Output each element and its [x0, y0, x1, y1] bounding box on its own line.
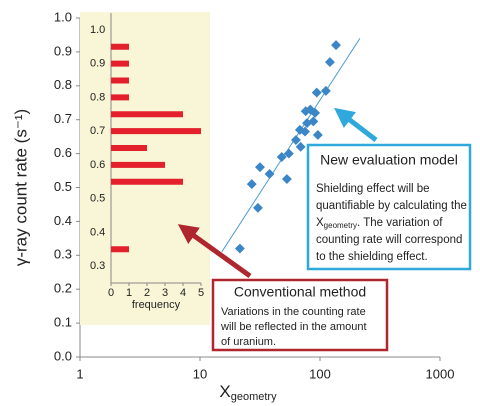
arrow: [334, 107, 378, 142]
inset-x-tick-label: 3: [162, 287, 168, 299]
inset-x-tick-label: 2: [144, 287, 150, 299]
point: [234, 243, 245, 254]
annotation-text: . The variation of: [357, 217, 443, 229]
bar: [111, 94, 129, 101]
inset-background: [80, 12, 210, 325]
y-tick-label: 0.1: [54, 315, 72, 330]
annotation-line: Variations in the counting rate: [221, 306, 366, 318]
inset-x-tick-label: 1: [126, 287, 132, 299]
annotation-line: will be reflected in the amount: [220, 321, 367, 333]
point: [300, 126, 310, 137]
point: [264, 168, 275, 179]
x-tick-label: 1: [76, 366, 83, 381]
bar: [111, 246, 129, 253]
inset-y-tick-label: 0.9: [90, 58, 105, 70]
annotation-box: [306, 143, 472, 271]
y-axis-label: γ-ray count rate (s⁻¹): [11, 109, 30, 266]
point: [320, 85, 331, 96]
point: [276, 152, 287, 162]
y-tick-label: 1.0: [54, 9, 72, 24]
inset-y-tick-label: 0.6: [90, 159, 105, 171]
bar: [111, 128, 201, 135]
annotation-title: Conventional method: [234, 284, 366, 300]
inset-y-tick-label: 0.7: [90, 125, 105, 137]
bar: [111, 145, 147, 151]
y-tick-label: 0.9: [54, 43, 72, 58]
annotation-text: X: [316, 217, 324, 229]
inset-y-tick-label: 1.0: [90, 24, 105, 36]
point: [255, 162, 265, 173]
point: [311, 87, 322, 98]
x-axis-label: Xgeometry: [219, 382, 277, 402]
y-tick-label: 0.5: [54, 179, 72, 194]
y-tick-label: 0.8: [54, 77, 72, 92]
annotation-line: counting rate will correspond: [316, 234, 462, 246]
x-tick-label: 100: [309, 366, 331, 381]
annotation-line: of uranium.: [221, 336, 276, 348]
annotation-title: New evaluation model: [320, 152, 458, 168]
inset-x-tick-label: 5: [198, 287, 204, 299]
inset-y-tick-label: 0.4: [90, 226, 105, 238]
annotation-line: to the shielding effect.: [316, 251, 428, 263]
inset-y-tick-label: 0.3: [90, 260, 105, 272]
y-tick-label: 0.0: [54, 348, 72, 363]
point: [290, 135, 301, 145]
y-tick-label: 0.4: [54, 213, 72, 228]
annotation-line: Shielding effect will be: [316, 183, 430, 195]
bar: [111, 43, 129, 50]
bar: [111, 60, 129, 67]
inset-x-tick-label: 4: [180, 287, 186, 299]
bar: [111, 77, 129, 84]
x-axis-label-sub: geometry: [231, 391, 277, 403]
point: [281, 174, 292, 184]
bar: [111, 178, 183, 185]
inset-x-axis-label: frequency: [132, 299, 181, 311]
inset-x-tick-label: 0: [108, 287, 114, 299]
point: [246, 179, 257, 190]
annotation-line: quantifiable by calculating the: [316, 200, 467, 212]
point: [331, 40, 341, 51]
y-tick-label: 0.6: [54, 145, 72, 160]
inset-histogram: 0.3 0.4 0.5 0.6 0.7 0.8 0.9 1.0 0 1 2 3 4 5 frequency: [80, 12, 210, 325]
point: [252, 202, 263, 213]
annotation-sub: geometry: [324, 221, 357, 230]
point: [324, 57, 335, 68]
point: [295, 141, 306, 152]
arrow: [177, 224, 252, 279]
y-tick-label: 0.2: [54, 281, 72, 296]
point: [312, 130, 323, 140]
annotation-box: [211, 278, 389, 352]
trend-line: [221, 38, 361, 253]
x-tick-label: 10: [193, 366, 207, 381]
annotations: New evaluation model Shielding effect wil…: [211, 143, 472, 352]
x-tick-label: 1000: [426, 366, 455, 381]
y-tick-label: 0.3: [54, 247, 72, 262]
x-axis-label-main: X: [219, 382, 230, 401]
annotation-line: Xgeometry. The variation of: [316, 217, 443, 230]
bar: [111, 161, 165, 168]
bar: [111, 111, 183, 118]
y-tick-label: 0.7: [54, 111, 72, 126]
inset-y-tick-label: 0.5: [90, 193, 105, 205]
point: [283, 148, 294, 159]
inset-y-tick-label: 0.8: [90, 91, 105, 103]
